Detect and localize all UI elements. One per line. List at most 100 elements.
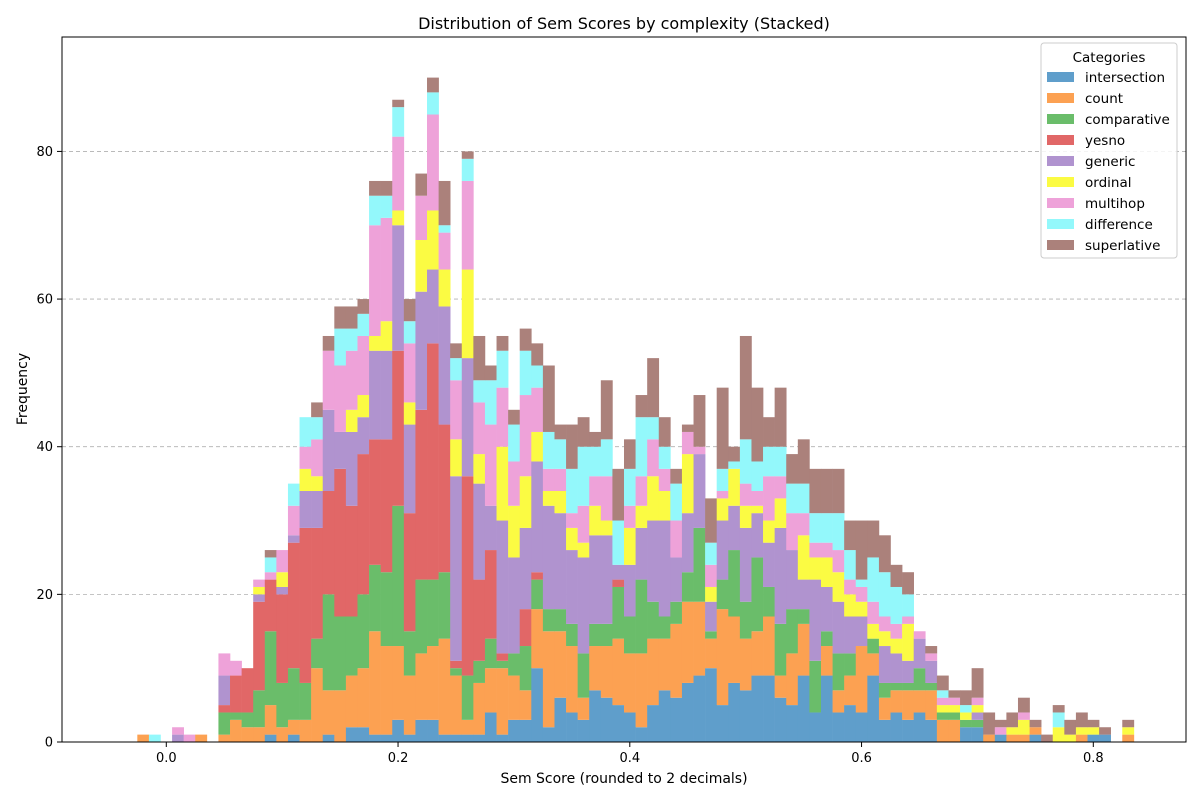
- bar-superlative: [380, 180, 393, 196]
- bar-multihop: [589, 476, 602, 506]
- bar-yesno: [612, 579, 625, 587]
- bar-generic: [890, 653, 903, 683]
- bar-difference: [542, 431, 555, 469]
- bar-yesno: [334, 468, 347, 617]
- bar-count: [473, 682, 486, 735]
- bar-intersection: [705, 668, 718, 742]
- bar-superlative: [508, 409, 521, 425]
- bar-count: [936, 719, 949, 742]
- bar-intersection: [820, 675, 833, 742]
- bar-comparative: [751, 557, 764, 632]
- bar-generic: [461, 358, 474, 477]
- bar-count: [357, 668, 370, 728]
- legend-label-intersection: intersection: [1085, 70, 1165, 86]
- bar-superlative: [635, 395, 648, 418]
- bar-multihop: [925, 653, 938, 661]
- bar-count: [948, 719, 961, 742]
- bar-ordinal: [797, 535, 810, 580]
- bar-count: [334, 690, 347, 742]
- bar-ordinal: [1064, 734, 1077, 742]
- bar-multihop: [369, 225, 381, 336]
- bar-yesno: [438, 424, 451, 573]
- bar-ordinal: [380, 321, 393, 351]
- bar-intersection: [681, 682, 694, 742]
- bar-count: [380, 646, 393, 735]
- bar-difference: [890, 586, 903, 624]
- bar-ordinal: [635, 505, 648, 528]
- bar-difference: [392, 107, 405, 137]
- bar-ordinal: [554, 491, 567, 514]
- bar-difference: [936, 690, 949, 698]
- bar-multihop: [357, 335, 370, 396]
- bar-difference: [705, 542, 718, 565]
- bar-superlative: [461, 151, 474, 159]
- bar-generic: [531, 461, 544, 573]
- bar-intersection: [438, 734, 451, 742]
- bar-multihop: [461, 180, 474, 270]
- bar-superlative: [681, 424, 694, 432]
- legend-label-generic: generic: [1085, 154, 1135, 170]
- bar-count: [230, 719, 242, 742]
- bar-count: [311, 668, 324, 742]
- bar-count: [589, 646, 602, 691]
- bar-count: [218, 734, 231, 742]
- bar-count: [681, 601, 694, 683]
- bar-ordinal: [728, 468, 741, 506]
- bar-comparative: [334, 616, 347, 691]
- bar-generic: [496, 520, 509, 654]
- bar-intersection: [728, 682, 741, 742]
- bar-intersection: [484, 712, 497, 742]
- bar-comparative: [508, 653, 521, 676]
- bar-difference: [369, 195, 381, 226]
- bar-yesno: [496, 653, 509, 661]
- bar-superlative: [484, 365, 497, 381]
- bar-comparative: [357, 594, 370, 669]
- bar-comparative: [797, 609, 810, 624]
- bar-difference: [334, 328, 347, 366]
- bar-ordinal: [960, 712, 972, 720]
- x-tick-label: 0.4: [619, 751, 640, 766]
- bar-multihop: [867, 601, 880, 624]
- bar-count: [600, 646, 613, 698]
- bar-comparative: [311, 638, 324, 669]
- bar-difference: [403, 321, 416, 344]
- bar-ordinal: [890, 638, 903, 654]
- bar-multihop: [415, 195, 428, 241]
- bar-difference: [299, 417, 312, 447]
- bar-comparative: [566, 623, 578, 647]
- bar-multihop: [786, 513, 799, 551]
- bar-intersection: [994, 734, 1007, 742]
- bar-generic: [763, 542, 775, 587]
- bar-comparative: [496, 660, 509, 669]
- bar-comparative: [635, 579, 648, 654]
- bar-count: [705, 638, 718, 669]
- bar-ordinal: [438, 269, 451, 307]
- bar-count: [542, 631, 555, 728]
- bar-difference: [427, 92, 439, 115]
- bar-generic: [484, 505, 497, 551]
- bar-count: [1029, 727, 1042, 735]
- bar-generic: [670, 557, 683, 602]
- bar-yesno: [531, 572, 544, 580]
- bar-generic: [844, 616, 857, 654]
- bar-yesno: [380, 439, 393, 573]
- bar-difference: [357, 313, 370, 336]
- bar-ordinal: [299, 468, 312, 492]
- bar-intersection: [913, 712, 926, 742]
- bar-difference: [508, 424, 521, 462]
- bar-difference: [484, 380, 497, 425]
- bar-intersection: [797, 675, 810, 742]
- bar-ordinal: [716, 498, 729, 521]
- bar-superlative: [809, 468, 822, 514]
- bar-superlative: [693, 395, 706, 447]
- bar-comparative: [542, 609, 555, 632]
- bar-intersection: [693, 675, 706, 742]
- bar-comparative: [902, 682, 914, 691]
- bar-comparative: [438, 572, 451, 639]
- bar-ordinal: [589, 505, 602, 536]
- bar-count: [241, 727, 254, 742]
- bar-intersection: [763, 675, 775, 742]
- bar-multihop: [739, 483, 752, 506]
- bar-generic: [519, 527, 532, 610]
- bar-superlative: [844, 520, 857, 551]
